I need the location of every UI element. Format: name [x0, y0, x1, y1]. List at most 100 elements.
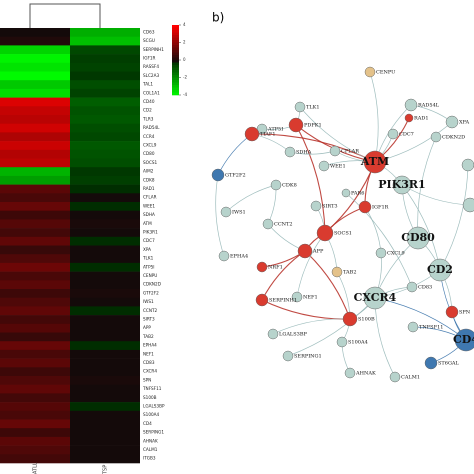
node-label: CD4: [453, 333, 474, 346]
network-node: [341, 188, 351, 198]
heatmap-cell: [70, 454, 140, 464]
node-label: TNFSF11: [419, 325, 443, 331]
row-label: XPA: [143, 247, 151, 252]
node-label: WEE1: [330, 164, 346, 170]
row-label: TAL1: [142, 82, 153, 87]
network-node: [244, 126, 260, 142]
row-label: ATP5I: [143, 264, 155, 269]
network-node: [424, 356, 438, 370]
legend-swatch: [172, 75, 179, 78]
row-label: GTF2F2: [143, 290, 159, 295]
heatmap-cell: [70, 80, 140, 90]
heatmap-cell: [0, 410, 70, 420]
row-label: CDK8: [143, 177, 155, 182]
heatmap-cell: [0, 341, 70, 351]
legend-swatch: [172, 40, 179, 43]
network-node: [407, 321, 419, 333]
node-label: CDKN2D: [442, 135, 465, 141]
legend-swatch: [172, 55, 179, 58]
heatmap-cell: [0, 262, 70, 272]
row-label: NEF1: [143, 351, 154, 356]
heatmap-cell: [70, 376, 140, 385]
legend-swatch: [172, 50, 179, 53]
heatmap-cell: [0, 28, 70, 37]
node-label: S100A4: [348, 340, 368, 346]
network-node: [387, 128, 399, 140]
heatmap-cell: [70, 106, 140, 116]
legend-swatch: [172, 35, 179, 38]
heatmap-cell: [0, 367, 70, 377]
heatmap-cell: [70, 323, 140, 333]
row-label: CXCR4: [143, 369, 157, 374]
network-node: [316, 224, 334, 242]
row-label: AHNAK: [143, 438, 158, 443]
row-label: CDKN2D: [143, 282, 161, 287]
heatmap-cell: [70, 62, 140, 72]
network-node: [404, 98, 418, 112]
row-label: WEE1: [143, 203, 155, 208]
network-edge: [295, 124, 326, 234]
node-label: SOCS1: [334, 231, 352, 237]
heatmap-cell: [70, 149, 140, 159]
legend-swatch: [172, 42, 179, 46]
row-label: AIM2: [143, 169, 154, 174]
legend-tick-label: 2: [183, 40, 186, 45]
row-label: CD40: [143, 99, 155, 104]
network-node: [389, 371, 401, 383]
column-label: ATLL: [33, 462, 39, 474]
heatmap-cell: [70, 436, 140, 446]
heatmap-cell: [0, 445, 70, 455]
node-label: GTF2F2: [225, 173, 246, 179]
network-edge: [374, 297, 396, 378]
heatmap-cell: [70, 332, 140, 342]
row-label: IGF1R: [143, 55, 156, 60]
heatmap-cell: [0, 62, 70, 72]
row-label: CD83: [143, 360, 155, 365]
row-label: CCR4: [143, 134, 155, 139]
heatmap-cell: [70, 123, 140, 133]
heatmap-cell: [0, 202, 70, 211]
row-label: COL1A1: [143, 90, 160, 95]
heatmap-cell: [0, 236, 70, 246]
heatmap-cell: [70, 289, 140, 298]
row-label: SPN: [143, 377, 151, 382]
row-label: PIK3R1: [143, 229, 158, 234]
network-node: [270, 179, 282, 191]
legend-swatch: [172, 27, 179, 31]
node-label: SERPING1: [294, 354, 322, 360]
heatmap-cell: [0, 228, 70, 238]
network-node: [428, 258, 452, 282]
legend-swatch: [172, 57, 179, 61]
legend-swatch: [172, 77, 179, 81]
heatmap-cell: [70, 141, 140, 151]
node-label: IGF1R: [372, 205, 389, 211]
network-node: [288, 117, 304, 133]
legend-tick-label: 4: [183, 22, 186, 27]
heatmap-cell: [70, 115, 140, 124]
row-label: S100B: [143, 395, 157, 400]
row-label: LGALS3BP: [143, 403, 165, 408]
legend-swatch: [172, 47, 179, 51]
network-node: [294, 101, 306, 113]
legend-swatch: [172, 52, 179, 56]
heatmap-cell: [70, 402, 140, 412]
node-label: CDK8: [282, 183, 297, 189]
heatmap-cell: [70, 245, 140, 255]
network-node: [331, 266, 343, 278]
legend-swatch: [172, 87, 179, 91]
panel-label: b): [212, 11, 224, 25]
legend-swatch: [172, 60, 179, 63]
heatmap-cell: [70, 384, 140, 394]
heatmap-cell: [0, 384, 70, 394]
network-node: [282, 350, 294, 362]
heatmap-cell: [70, 158, 140, 168]
heatmap-cell: [0, 315, 70, 325]
heatmap-cell: [0, 419, 70, 429]
node-label: PDPK1: [304, 123, 322, 129]
heatmap-cell: [0, 149, 70, 159]
row-label: SIRT3: [143, 316, 155, 321]
row-label: ITGB3: [143, 456, 156, 461]
heatmap-cell: [0, 115, 70, 124]
node-label: RAD54L: [418, 103, 440, 109]
